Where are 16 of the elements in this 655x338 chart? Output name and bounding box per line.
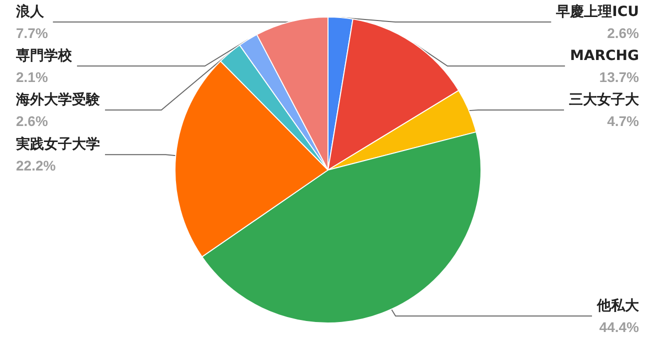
data-label: 13.7% — [599, 69, 640, 85]
data-label: 44.4% — [599, 319, 640, 335]
slice-label: 三大女子大 — [569, 92, 640, 108]
data-label: 2.1% — [16, 69, 48, 85]
slice-label: 早慶上理ICU — [555, 3, 639, 20]
slice-label: 専門学校 — [15, 48, 73, 64]
data-label: 7.7% — [16, 25, 48, 41]
slice-label: 海外大学受験 — [15, 92, 101, 108]
slice-label: 他私大 — [596, 298, 640, 314]
slice-label: MARCHG — [570, 48, 639, 64]
slice-label: 実践女子大学 — [16, 136, 100, 153]
data-label: 2.6% — [16, 113, 48, 129]
slice-label: 浪人 — [15, 3, 45, 20]
data-label: 2.6% — [607, 25, 640, 41]
data-label: 4.7% — [607, 113, 640, 129]
data-label: 22.2% — [16, 158, 56, 174]
